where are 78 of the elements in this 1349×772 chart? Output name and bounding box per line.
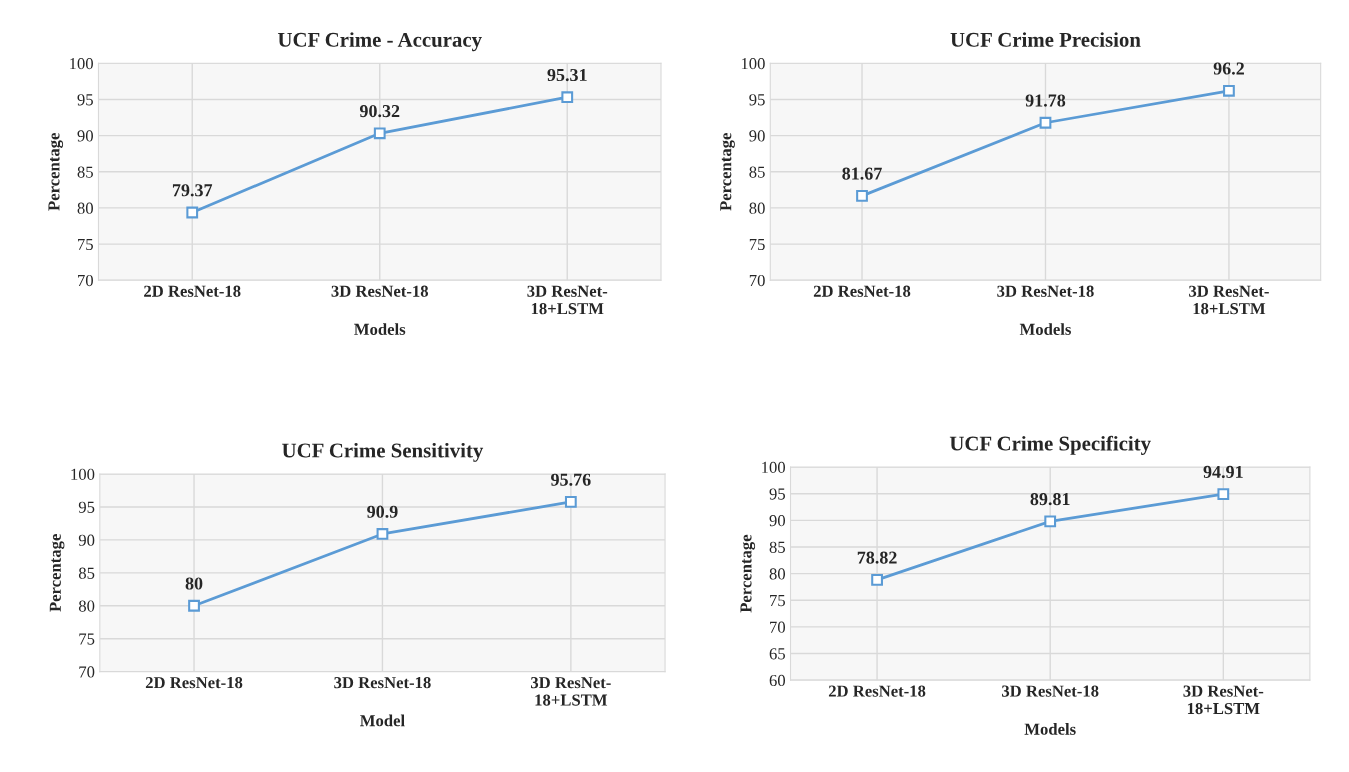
y-tick-label: 70: [79, 666, 95, 678]
y-tick-label: 80: [749, 202, 765, 214]
y-tick-label: 85: [77, 166, 93, 178]
y-tick-label: 90: [77, 130, 93, 142]
y-tick-label: 60: [769, 674, 786, 687]
data-label: 79.37: [172, 184, 213, 197]
chart-title: UCF Crime - Accuracy: [277, 32, 482, 52]
y-tick-label: 65: [769, 648, 785, 660]
point: [564, 496, 577, 508]
data-label: 91.78: [1025, 94, 1066, 107]
y-tick-label: 85: [78, 567, 95, 579]
y-tick-label: 75: [79, 633, 95, 645]
y-tick-label: 90: [78, 534, 95, 546]
point: [856, 189, 868, 202]
x-tick-label: 2D ResNet-18: [828, 685, 926, 697]
data-label: 95.31: [547, 68, 587, 82]
x-axis-title: Models: [1019, 323, 1071, 335]
y-tick-label: 95: [78, 501, 95, 513]
data-label: 90.32: [359, 104, 400, 118]
data-label: 80: [185, 577, 203, 590]
y-tick-label: 100: [741, 58, 765, 70]
y-tick-label: 75: [749, 238, 765, 251]
x-tick-label: 3D ResNet- 18+LSTM: [1183, 685, 1264, 715]
y-tick-label: 100: [71, 468, 95, 480]
x-axis-title: Models: [1024, 723, 1076, 735]
y-tick-label: 95: [749, 94, 765, 106]
y-tick-label: 95: [77, 94, 93, 106]
point: [1039, 116, 1052, 129]
point: [188, 599, 200, 612]
point: [561, 91, 574, 104]
y-tick-label: 80: [78, 600, 95, 612]
x-tick-label: 3D ResNet-18: [334, 676, 431, 689]
y-tick-label: 100: [762, 461, 786, 474]
y-axis-title: Percentage: [720, 133, 735, 211]
y-tick-label: 75: [770, 595, 785, 607]
point: [1044, 515, 1057, 528]
y-tick-label: 100: [70, 58, 93, 70]
chart-title: UCF Crime Precision: [950, 32, 1141, 47]
point: [1217, 488, 1230, 501]
chart-title: UCF Crime Specificity: [949, 435, 1151, 455]
point: [1223, 84, 1235, 97]
y-tick-label: 90: [769, 515, 786, 527]
data-label: 96.2: [1213, 62, 1244, 75]
data-label: 78.82: [857, 551, 897, 564]
y-axis-title: Percentage: [49, 534, 65, 612]
y-tick-label: 90: [749, 130, 765, 142]
x-axis-title: Models: [354, 323, 406, 335]
y-tick-label: 85: [769, 541, 785, 553]
x-tick-label: 3D ResNet- 18+LSTM: [530, 677, 611, 706]
data-label: 81.67: [842, 167, 882, 180]
x-tick-label: 3D ResNet-18: [331, 285, 429, 297]
point: [186, 206, 199, 219]
x-tick-label: 2D ResNet-18: [813, 285, 911, 297]
data-label: 90.9: [367, 505, 398, 518]
y-tick-label: 70: [749, 274, 765, 287]
data-label: 95.76: [551, 473, 591, 486]
x-tick-label: 3D ResNet- 18+LSTM: [527, 285, 608, 315]
y-axis-title: Percentage: [740, 534, 756, 613]
y-tick-label: 70: [770, 621, 786, 633]
y-tick-label: 95: [769, 488, 785, 500]
x-tick-label: 3D ResNet-18: [1001, 685, 1099, 697]
y-tick-label: 80: [769, 568, 786, 580]
x-tick-label: 3D ResNet- 18+LSTM: [1189, 285, 1269, 315]
data-label: 89.81: [1030, 492, 1070, 506]
x-tick-label: 2D ResNet-18: [145, 676, 243, 689]
point: [871, 573, 883, 586]
y-tick-label: 80: [77, 202, 93, 214]
chart-title: UCF Crime Sensitivity: [282, 442, 484, 462]
point: [373, 127, 386, 140]
x-axis-title: Model: [360, 714, 405, 727]
y-tick-label: 75: [78, 238, 93, 251]
x-tick-label: 2D ResNet-18: [144, 285, 241, 297]
x-tick-label: 3D ResNet-18: [997, 285, 1094, 297]
y-axis-title: Percentage: [48, 133, 64, 211]
y-tick-label: 85: [749, 166, 765, 178]
point: [376, 528, 389, 540]
y-tick-label: 70: [78, 274, 93, 287]
data-label: 94.91: [1203, 465, 1243, 479]
